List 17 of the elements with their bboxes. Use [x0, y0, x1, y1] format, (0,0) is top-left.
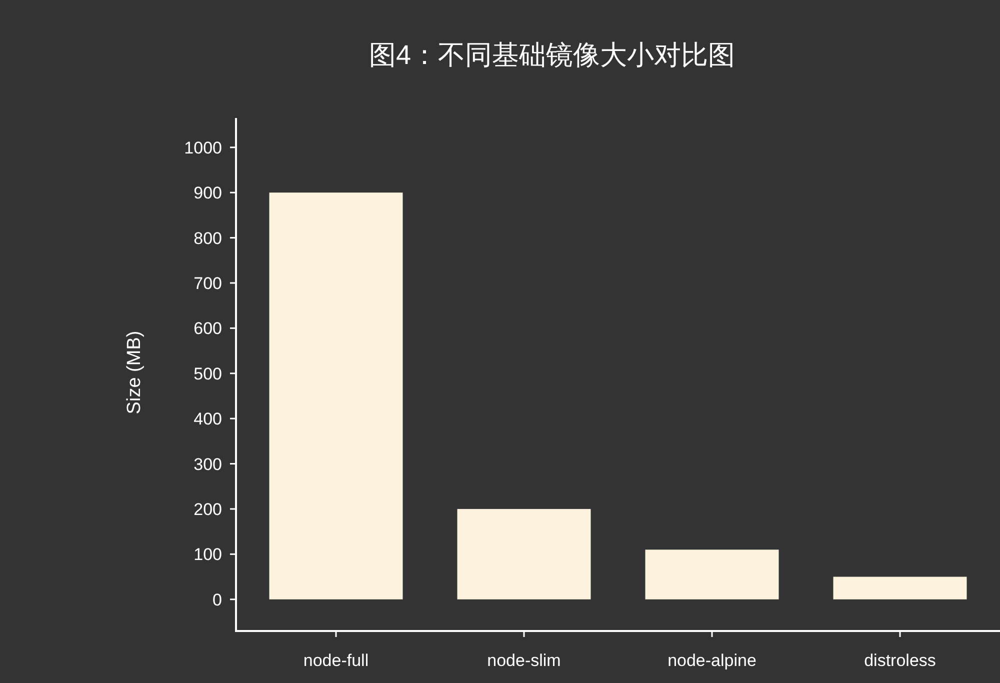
y-tick-label: 700 [194, 274, 222, 293]
y-tick-label: 200 [194, 500, 222, 519]
y-tick-label: 300 [194, 454, 222, 474]
y-tick-label: 100 [194, 545, 222, 564]
y-tick-label: 600 [194, 319, 222, 338]
y-tick-label: 400 [194, 410, 222, 429]
x-tick-label: node-alpine [668, 651, 756, 670]
y-tick-label: 500 [194, 364, 222, 384]
x-tick-label: node-full [303, 651, 369, 670]
chart-title: 图4：不同基础镜像大小对比图 [368, 40, 736, 70]
y-axis-title: Size (MB) [124, 330, 145, 414]
x-tick-label: node-slim [487, 651, 561, 670]
y-tick-label: 0 [212, 590, 222, 610]
x-tick-label: distroless [864, 651, 936, 670]
y-tick-label: 900 [194, 184, 222, 203]
y-tick-label: 800 [194, 228, 222, 248]
y-tick-label: 1000 [184, 138, 222, 158]
